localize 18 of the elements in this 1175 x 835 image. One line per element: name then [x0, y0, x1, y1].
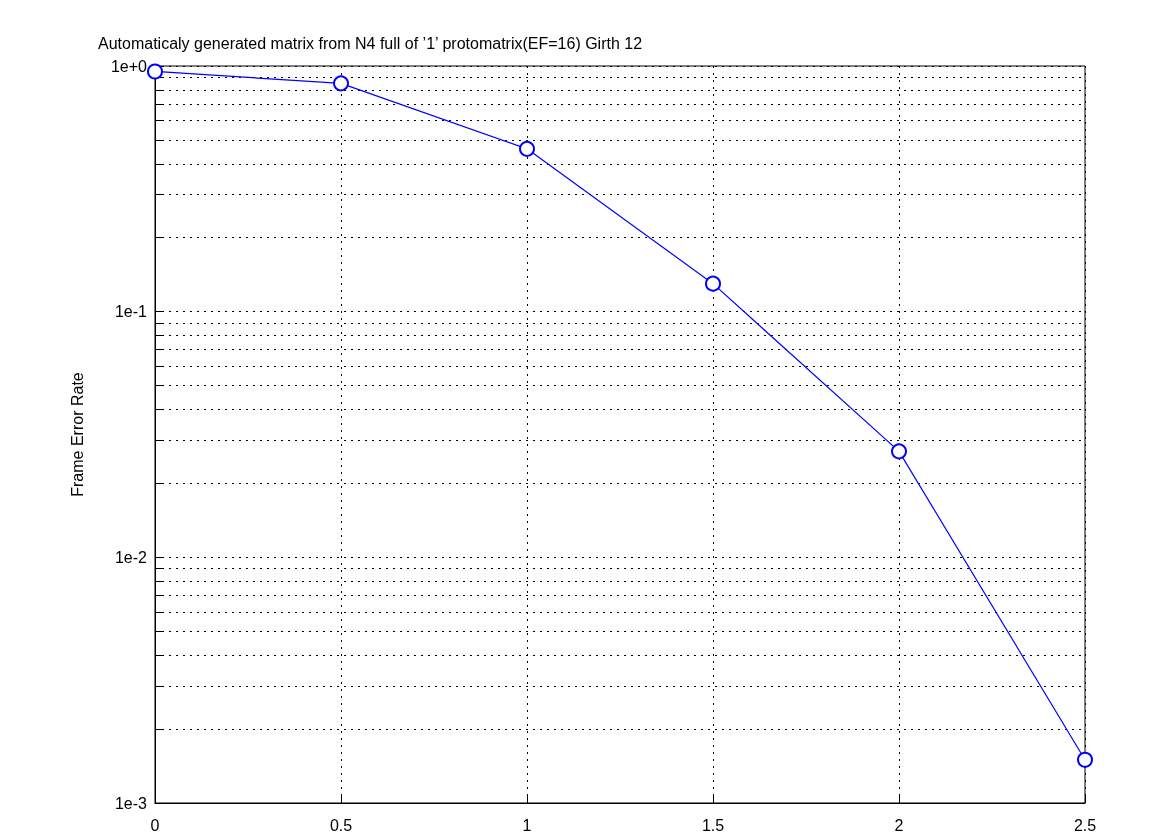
x-tick-label: 2.5	[1073, 816, 1097, 834]
x-tick-label: 1.5	[701, 816, 725, 834]
y-tick-label: 1e+0	[110, 57, 148, 75]
x-tick-label: 0	[150, 816, 160, 834]
point	[147, 63, 163, 80]
point	[519, 140, 535, 157]
y-tick-label: 1e-1	[114, 303, 148, 321]
x-tick-label: 1	[522, 816, 532, 834]
point	[891, 443, 907, 460]
y-tick-label: 1e-3	[114, 794, 148, 812]
y-tick-label: 1e-2	[114, 548, 148, 566]
chart-title: Automaticaly generated matrix from N4 full of ’1’ protomatrix(EF=16) Girth 12	[98, 34, 643, 52]
point	[1077, 751, 1093, 768]
x-tick-label: 0.5	[329, 816, 353, 834]
x-tick-label: 2	[894, 816, 904, 834]
point	[705, 275, 721, 292]
point	[333, 75, 349, 92]
y-axis-title: Frame Error Rate	[68, 372, 86, 497]
